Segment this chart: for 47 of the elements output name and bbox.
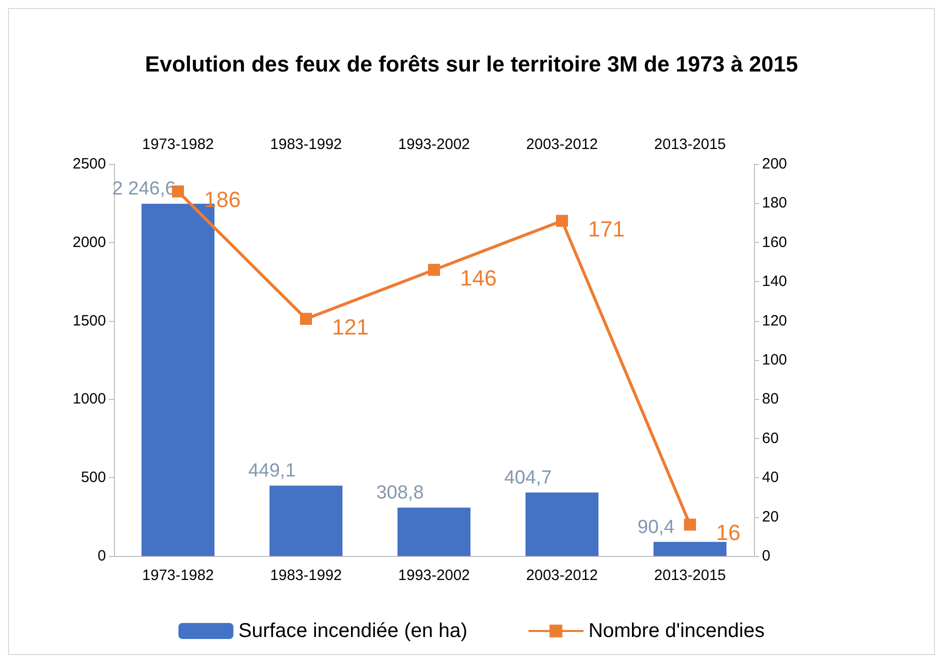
bar xyxy=(398,508,470,556)
bar xyxy=(270,486,342,556)
y-tick-label: 2000 xyxy=(72,234,106,251)
y2-tick-label: 140 xyxy=(762,273,788,290)
category-label: 1973-1982 xyxy=(142,136,214,153)
y-tick-label: 1500 xyxy=(72,312,106,330)
y2-tick-label: 120 xyxy=(762,312,788,330)
category-label: 1983-1992 xyxy=(270,136,342,153)
y-tick-label: 2500 xyxy=(72,156,106,172)
point xyxy=(684,518,696,531)
y2-tick-label: 60 xyxy=(762,430,779,447)
point xyxy=(556,214,568,227)
y2-tick-label: 40 xyxy=(762,469,779,486)
data-label: 90,4 xyxy=(638,516,675,538)
data-label: 308,8 xyxy=(376,482,424,504)
y2-tick-label: 0 xyxy=(762,548,770,564)
legend-label: Surface incendiée (en ha) xyxy=(238,620,468,642)
y-tick-label: 1000 xyxy=(72,390,106,408)
y-tick-label: 0 xyxy=(98,548,106,564)
x-tick-label: 1993-2002 xyxy=(398,567,470,584)
y2-tick-label: 180 xyxy=(762,194,788,212)
data-label: 171 xyxy=(588,216,625,242)
y2-tick-label: 80 xyxy=(762,390,779,408)
y2-tick-label: 100 xyxy=(762,352,788,368)
category-label: 1993-2002 xyxy=(398,136,470,153)
chart-title: Evolution des feux de forêts sur le territoire 3M de 1973 à 2015 xyxy=(145,52,798,76)
y-tick-label: 500 xyxy=(80,469,106,486)
point xyxy=(300,312,312,325)
bar xyxy=(526,492,598,556)
legend-label: Nombre d'incendies xyxy=(588,620,765,642)
data-label: 121 xyxy=(332,314,369,340)
data-label: 186 xyxy=(204,186,241,212)
data-label: 449,1 xyxy=(248,460,296,482)
y2-tick-label: 200 xyxy=(762,156,788,172)
y2-tick-label: 160 xyxy=(762,234,788,251)
x-tick-label: 1973-1982 xyxy=(142,567,214,584)
x-tick-label: 1983-1992 xyxy=(270,567,342,584)
category-label: 2003-2012 xyxy=(526,136,598,153)
data-label: 146 xyxy=(460,265,497,290)
y2-tick-label: 20 xyxy=(762,508,779,526)
bar xyxy=(654,542,726,556)
point xyxy=(428,264,440,276)
data-label: 16 xyxy=(716,520,740,546)
x-tick-label: 2013-2015 xyxy=(654,567,726,584)
category-label: 2013-2015 xyxy=(654,136,726,153)
data-label: 404,7 xyxy=(504,468,552,489)
x-tick-label: 2003-2012 xyxy=(526,567,598,584)
